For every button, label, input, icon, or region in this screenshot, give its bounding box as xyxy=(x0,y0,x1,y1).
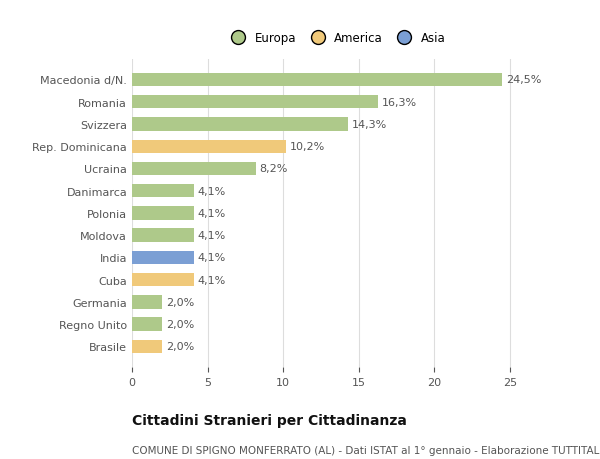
Text: 10,2%: 10,2% xyxy=(290,142,325,152)
Bar xyxy=(132,296,162,309)
Bar xyxy=(132,140,286,153)
Text: 4,1%: 4,1% xyxy=(198,208,226,218)
Bar xyxy=(132,207,194,220)
Bar xyxy=(132,73,502,87)
Bar xyxy=(132,274,194,287)
Text: 4,1%: 4,1% xyxy=(198,253,226,263)
Text: 4,1%: 4,1% xyxy=(198,230,226,241)
Text: 2,0%: 2,0% xyxy=(166,341,194,352)
Text: COMUNE DI SPIGNO MONFERRATO (AL) - Dati ISTAT al 1° gennaio - Elaborazione TUTTI: COMUNE DI SPIGNO MONFERRATO (AL) - Dati … xyxy=(132,445,600,455)
Bar xyxy=(132,118,348,131)
Bar xyxy=(132,229,194,242)
Bar xyxy=(132,251,194,264)
Text: 4,1%: 4,1% xyxy=(198,186,226,196)
Text: 24,5%: 24,5% xyxy=(506,75,541,85)
Text: 8,2%: 8,2% xyxy=(260,164,288,174)
Bar xyxy=(132,318,162,331)
Text: 14,3%: 14,3% xyxy=(352,120,387,130)
Text: Cittadini Stranieri per Cittadinanza: Cittadini Stranieri per Cittadinanza xyxy=(132,413,407,427)
Legend: Europa, America, Asia: Europa, America, Asia xyxy=(223,28,449,49)
Text: 4,1%: 4,1% xyxy=(198,275,226,285)
Text: 16,3%: 16,3% xyxy=(382,97,417,107)
Bar xyxy=(132,340,162,353)
Bar xyxy=(132,162,256,176)
Text: 2,0%: 2,0% xyxy=(166,319,194,330)
Bar xyxy=(132,185,194,198)
Text: 2,0%: 2,0% xyxy=(166,297,194,307)
Bar xyxy=(132,96,379,109)
